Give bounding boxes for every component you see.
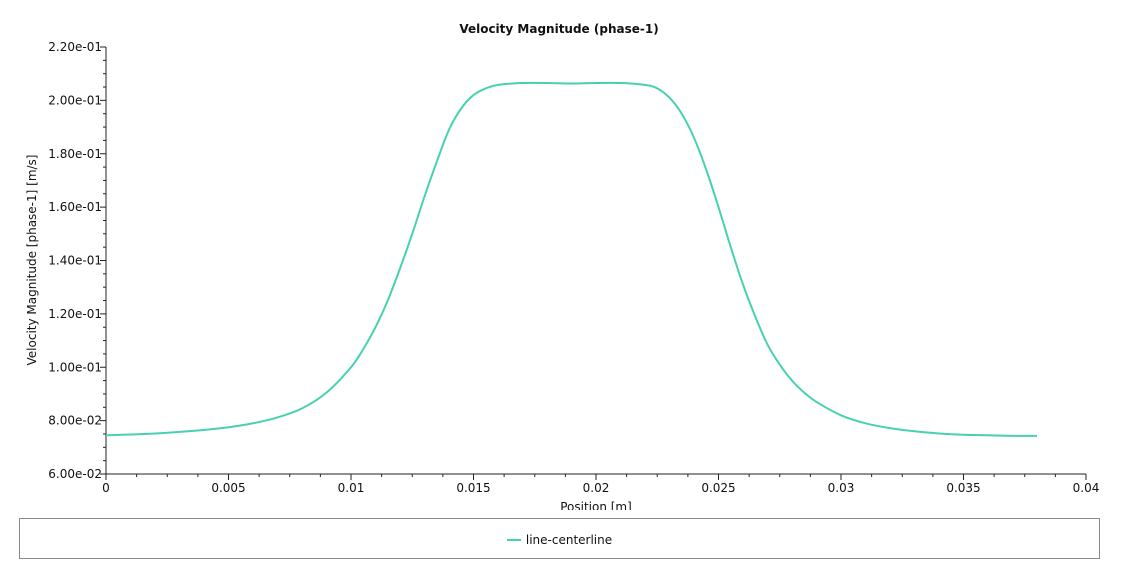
x-tick-label: 0.03 bbox=[828, 481, 855, 495]
chart-title: Velocity Magnitude (phase-1) bbox=[459, 22, 658, 36]
legend-label: line-centerline bbox=[525, 532, 613, 547]
series-layer bbox=[105, 81, 1038, 437]
y-axis: 6.00e-02 8.00e-02 1.00e-01 1.20e-01 1.40e-01… bbox=[48, 40, 107, 481]
x-tick-label: 0.025 bbox=[701, 481, 735, 495]
x-axis: 0 0.005 0.01 0.015 0.02 0.025 0.03 0.035 0.04 bbox=[102, 473, 1100, 495]
x-tick-label: 0 bbox=[102, 481, 110, 495]
legend: line-centerline bbox=[19, 518, 1100, 559]
y-tick-label: 1.60e-01 bbox=[48, 200, 102, 214]
y-tick-label: 6.00e-02 bbox=[48, 467, 102, 481]
series-line-line-centerline bbox=[105, 81, 1038, 437]
x-tick-label: 0.04 bbox=[1073, 481, 1100, 495]
y-tick-label: 8.00e-02 bbox=[48, 414, 102, 428]
x-tick-label: 0.015 bbox=[456, 481, 490, 495]
y-tick-label: 1.00e-01 bbox=[48, 360, 102, 374]
y-tick-label: 2.00e-01 bbox=[48, 93, 102, 107]
y-tick-label: 1.40e-01 bbox=[48, 254, 102, 268]
y-tick-label: 1.80e-01 bbox=[48, 147, 102, 161]
y-tick-label: 1.20e-01 bbox=[48, 307, 102, 321]
line-chart: Velocity Magnitude (phase-1) 6.00e-02 8.0… bbox=[25, 22, 1100, 510]
legend-swatch bbox=[506, 538, 521, 541]
x-tick-label: 0.035 bbox=[946, 481, 980, 495]
y-tick-label: 2.20e-01 bbox=[48, 40, 102, 54]
legend-entry-line-centerline: line-centerline bbox=[20, 519, 1099, 560]
x-tick-label: 0.01 bbox=[338, 481, 365, 495]
y-axis-label: Velocity Magnitude [phase-1] [m/s] bbox=[25, 155, 39, 366]
x-tick-label: 0.02 bbox=[583, 481, 610, 495]
x-axis-label: Position [m] bbox=[560, 500, 632, 510]
x-tick-label: 0.005 bbox=[211, 481, 245, 495]
